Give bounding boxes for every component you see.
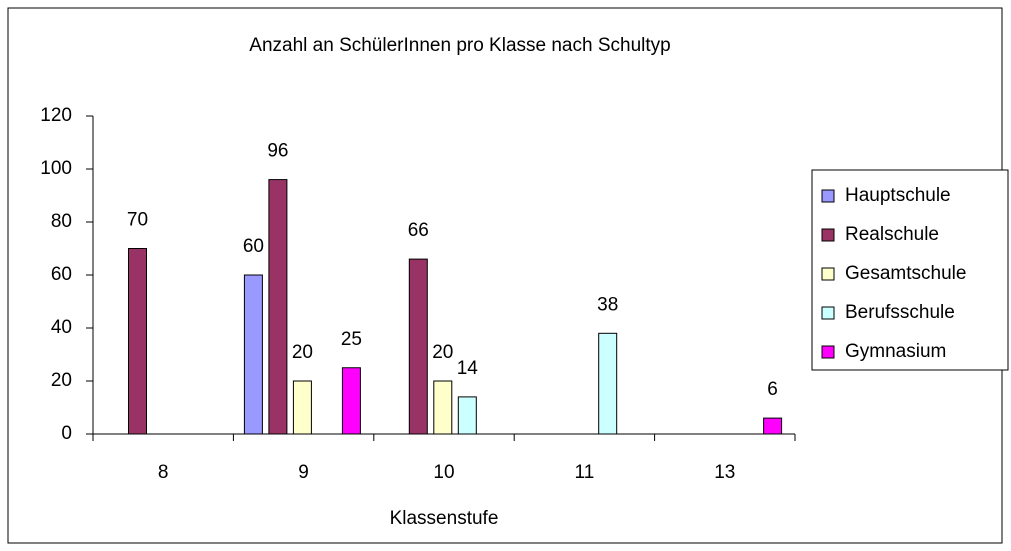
data-label: 6 [767,379,778,400]
legend-swatch [821,306,835,320]
y-tick-label: 60 [51,264,72,285]
legend-swatch [821,189,835,203]
data-label: 60 [243,236,264,257]
legend-label: Gesamtschule [845,263,966,284]
y-tick-label: 120 [40,105,72,126]
legend-label: Realschule [845,224,939,245]
bar [128,248,147,435]
data-label: 14 [457,358,479,379]
legend-label: Gymnasium [845,341,946,362]
data-label: 66 [408,220,429,241]
data-label: 38 [597,294,618,315]
data-label: 25 [341,329,362,350]
y-tick-label: 0 [61,423,72,444]
bar [763,417,783,435]
y-tick-label: 100 [40,158,72,179]
data-label: 70 [127,210,148,231]
legend-label: Berufsschule [845,302,955,323]
bar [268,179,288,435]
x-axis-title: Klassenstufe [390,508,499,529]
chart-title: Anzahl an SchülerInnen pro Klasse nach S… [249,35,670,56]
bar [457,396,477,435]
y-tick-label: 80 [51,211,72,232]
bar [598,332,618,435]
y-tick-label: 20 [51,370,72,391]
x-tick-label: 13 [714,462,735,483]
legend-swatch [821,228,835,242]
data-label: 20 [432,342,453,363]
data-label: 20 [292,342,313,363]
bar [243,274,263,435]
bar [433,380,453,435]
x-tick-label: 11 [575,462,595,483]
bar [408,258,428,435]
x-tick-label: 10 [433,462,454,483]
legend-box [811,169,1009,371]
x-tick-label: 8 [158,462,169,483]
legend-label: Hauptschule [845,185,951,206]
x-tick-label: 9 [298,462,309,483]
legend-swatch [821,267,835,281]
bar [341,367,361,435]
legend-swatch [821,345,835,359]
bar [292,380,312,435]
data-label: 96 [267,141,288,162]
y-tick-label: 40 [51,317,72,338]
